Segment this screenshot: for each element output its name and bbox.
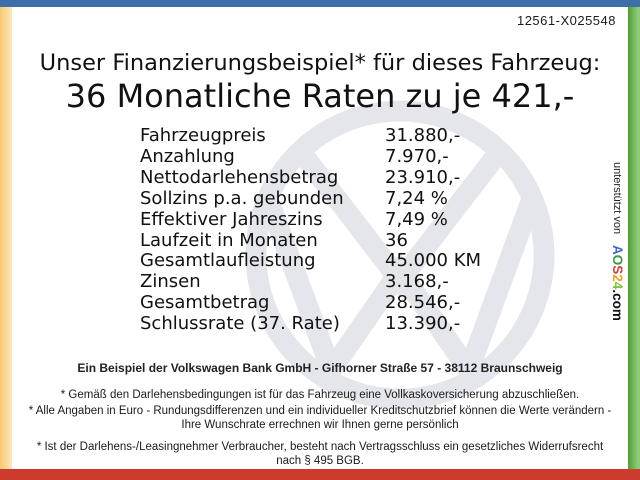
row-label: Effektiver Jahreszins (140, 208, 323, 230)
bottom-border-bar (0, 469, 640, 480)
row-label: Fahrzeugpreis (140, 125, 266, 146)
document-id: 12561-X025548 (516, 13, 616, 28)
aos24-letter: S (610, 265, 625, 275)
row-value: 13.390,- (385, 313, 461, 335)
table-row: Sollzins p.a. gebunden 7,24 % (140, 187, 481, 210)
table-row: Nettodarlehensbetrag 23.910,- (140, 166, 481, 189)
right-border-bar (628, 7, 640, 469)
footnotes: * Gemäß den Darlehensbedingungen ist für… (25, 388, 615, 469)
aos24-letter: O (610, 254, 625, 266)
row-label: Schlussrate (37. Rate) (140, 313, 340, 335)
table-row: Gesamtlaufleistung 45.000 KM (140, 251, 481, 272)
supporter-vertical-label: unterstützt von AOS24.com (610, 162, 625, 357)
footnote: * Ist der Darlehens-/Leasingnehmer Verbr… (36, 440, 604, 468)
table-row: Gesamtbetrag 28.546,- (140, 292, 481, 314)
row-label: Anzahlung (140, 145, 235, 167)
row-value: 23.910,- (385, 166, 461, 188)
row-label: Zinsen (140, 271, 201, 293)
finance-table: Fahrzeugpreis 31.880,- Anzahlung 7.970,-… (140, 125, 481, 335)
row-label: Sollzins p.a. gebunden (140, 187, 344, 209)
aos24-letter: 2 (610, 274, 625, 282)
row-value: 3.168,- (385, 271, 449, 293)
top-border-bar (0, 0, 640, 7)
row-value: 36 (385, 229, 408, 251)
monthly-rate-headline: 36 Monatliche Raten zu je 421,- (65, 77, 575, 115)
row-value: 31.880,- (385, 125, 461, 146)
aos24-suffix: .com (610, 289, 625, 321)
table-row: Effektiver Jahreszins 7,49 % (140, 208, 481, 231)
aos24-letter: A (610, 245, 625, 255)
table-row: Zinsen 3.168,- (140, 271, 481, 293)
row-value: 7.970,- (385, 145, 449, 167)
aos24-logo: AOS24.com (610, 245, 625, 321)
table-row: Schlussrate (37. Rate) 13.390,- (140, 313, 481, 335)
row-label: Nettodarlehensbetrag (140, 166, 339, 188)
row-value: 45.000 KM (385, 250, 482, 272)
row-value: 7,24 % (385, 187, 448, 209)
table-row: Fahrzeugpreis 31.880,- (140, 125, 481, 147)
footnote: * Gemäß den Darlehensbedingungen ist für… (60, 389, 580, 401)
supported-by-label: unterstützt von (611, 162, 623, 235)
row-label: Gesamtlaufleistung (140, 250, 316, 272)
vw-logo-watermark-icon (245, 100, 555, 410)
row-label: Laufzeit in Monaten (140, 229, 318, 251)
aos24-letter: 4 (610, 281, 625, 290)
footnote: * Alle Angaben in Euro - Rundungsdiffere… (28, 404, 612, 432)
finance-example-title: Unser Finanzierungsbeispiel* für dieses … (39, 50, 601, 76)
row-value: 7,49 % (385, 208, 448, 230)
row-value: 28.546,- (385, 292, 461, 314)
table-row: Anzahlung 7.970,- (140, 145, 481, 168)
table-row: Laufzeit in Monaten 36 (140, 229, 481, 252)
row-label: Gesamtbetrag (140, 292, 270, 314)
bank-address-line: Ein Beispiel der Volkswagen Bank GmbH - … (77, 361, 563, 375)
left-border-bar (0, 7, 12, 469)
